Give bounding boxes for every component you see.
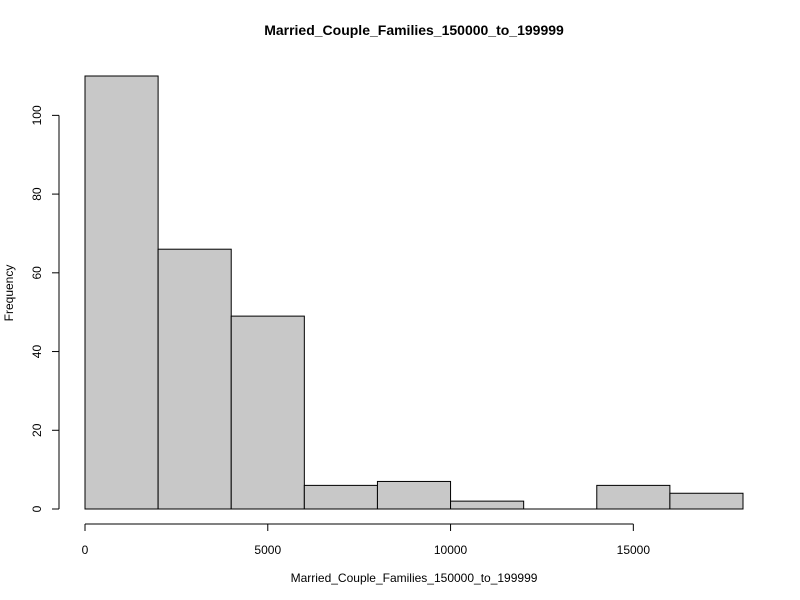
histogram-bar-8 (669, 492, 744, 510)
histogram-bar-1 (157, 248, 232, 510)
bars-group (84, 75, 744, 510)
y-tick-label-80: 80 (30, 187, 44, 201)
y-axis: 0 20 40 60 80 100 (30, 105, 60, 512)
x-tick-label-0: 0 (82, 543, 89, 557)
y-tick-label-40: 40 (30, 345, 44, 359)
histogram-bar-3 (303, 484, 378, 510)
histogram-bar-7 (596, 484, 671, 510)
x-tick-label-10000: 10000 (434, 543, 468, 557)
y-tick-label-0: 0 (30, 505, 44, 512)
x-axis: 0 5000 10000 15000 (82, 523, 651, 557)
histogram-bar-5 (450, 500, 525, 510)
histogram-bar-4 (376, 480, 452, 510)
chart-title: Married_Couple_Families_150000_to_199999 (264, 22, 564, 38)
x-tick-label-5000: 5000 (254, 543, 281, 557)
histogram-bar-2 (230, 315, 305, 510)
y-tick-label-100: 100 (30, 105, 44, 125)
histogram-bar-0 (84, 75, 159, 510)
y-tick-label-20: 20 (30, 423, 44, 437)
x-axis-label: Married_Couple_Families_150000_to_199999 (291, 571, 538, 585)
x-tick-label-15000: 15000 (617, 543, 651, 557)
y-axis-label: Frequency (2, 265, 16, 322)
y-tick-label-60: 60 (30, 266, 44, 280)
